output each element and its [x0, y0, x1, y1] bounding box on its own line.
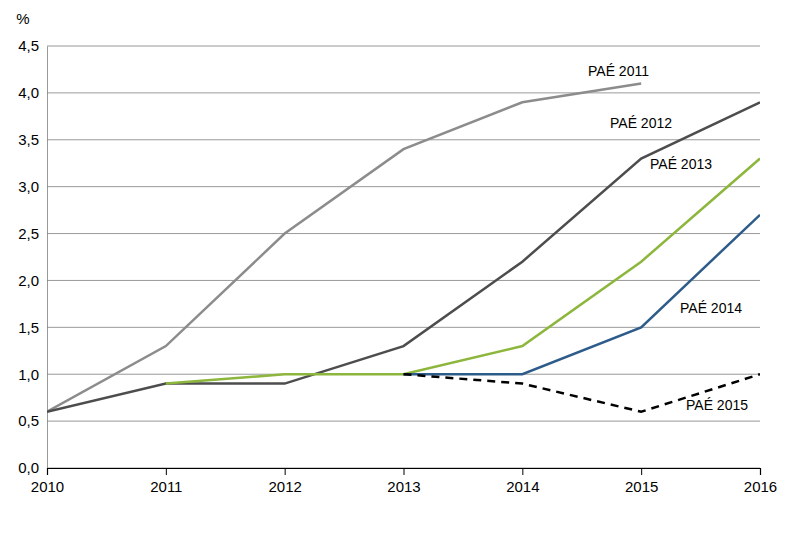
x-tick-mark: [285, 468, 286, 475]
x-tick-mark: [641, 468, 642, 475]
y-axis-line: [47, 47, 48, 469]
series-line: [47, 102, 760, 411]
y-tick-label: 4,5: [18, 37, 39, 54]
series-labels: PAÉ 2011 PAÉ 2012 PAÉ 2013 PAÉ 2014 PAÉ 2015: [588, 63, 748, 413]
x-tick: 2015: [625, 468, 658, 495]
y-tick: 4,5: [18, 37, 47, 54]
y-tick: 1,5: [18, 319, 47, 336]
lines: [47, 84, 760, 412]
grid-line: [47, 139, 760, 140]
grid-line: [47, 421, 760, 422]
x-tick: 2011: [150, 468, 182, 495]
grid-line: [47, 46, 760, 47]
y-tick: 3,5: [18, 131, 47, 148]
y-tick: 1,0: [18, 366, 47, 383]
x-tick-mark: [404, 468, 405, 475]
x-tick: 2013: [387, 468, 420, 495]
x-tick-mark: [760, 468, 761, 475]
x-axis: 2010 2011 2012 2013 2014 2015 2016: [31, 468, 777, 495]
x-tick: 2016: [744, 468, 777, 495]
grid-line: [47, 233, 760, 234]
x-tick-mark: [522, 468, 523, 475]
y-axis: 0,0 0,5 1,0 1,5 2,0 2,5 3,0 3,5 4,0 4,5: [18, 37, 47, 476]
y-tick: 4,0: [18, 84, 47, 101]
y-tick: 2,5: [18, 225, 47, 242]
y-axis-title: %: [16, 10, 29, 27]
y-tick: 3,0: [18, 178, 47, 195]
x-tick-mark: [166, 468, 167, 475]
x-tick-label: 2016: [744, 478, 777, 495]
grid-line: [47, 186, 760, 187]
series-label: PAÉ 2014: [680, 300, 742, 316]
x-tick-mark: [47, 468, 48, 475]
y-tick-label: 1,5: [18, 319, 39, 336]
series-line: [404, 215, 761, 374]
chart: 0,00,51,01,52,02,53,03,54,04,52010201120…: [0, 0, 800, 533]
y-tick-label: 4,0: [18, 84, 39, 101]
x-tick: 2010: [31, 468, 64, 495]
y-tick-label: 1,0: [18, 366, 39, 383]
x-tick-label: 2010: [31, 478, 64, 495]
x-tick-label: 2011: [150, 478, 182, 495]
series-label: PAÉ 2011: [588, 63, 649, 79]
series-line: [166, 159, 760, 384]
y-tick-label: 2,0: [18, 272, 39, 289]
y-tick-label: 0,0: [18, 459, 39, 476]
x-tick-label: 2014: [506, 478, 539, 495]
series-label: PAÉ 2015: [686, 397, 748, 413]
x-tick-label: 2013: [387, 478, 420, 495]
y-tick-label: 3,0: [18, 178, 39, 195]
y-tick-label: 3,5: [18, 131, 39, 148]
grid: [47, 46, 760, 468]
x-tick: 2012: [268, 468, 301, 495]
y-tick-label: 2,5: [18, 225, 39, 242]
x-tick-label: 2012: [268, 478, 301, 495]
grid-line: [47, 327, 760, 328]
series-label: PAÉ 2012: [610, 115, 672, 131]
y-tick: 2,0: [18, 272, 47, 289]
grid-line: [47, 92, 760, 93]
y-tick-label: 0,5: [18, 412, 39, 429]
y-tick: 0,0: [18, 459, 47, 476]
series-label: PAÉ 2013: [650, 156, 712, 172]
grid-line: [47, 280, 760, 281]
x-tick: 2014: [506, 468, 539, 495]
x-axis-line: [48, 469, 761, 476]
y-tick: 0,5: [18, 412, 47, 429]
x-tick-label: 2015: [625, 478, 658, 495]
